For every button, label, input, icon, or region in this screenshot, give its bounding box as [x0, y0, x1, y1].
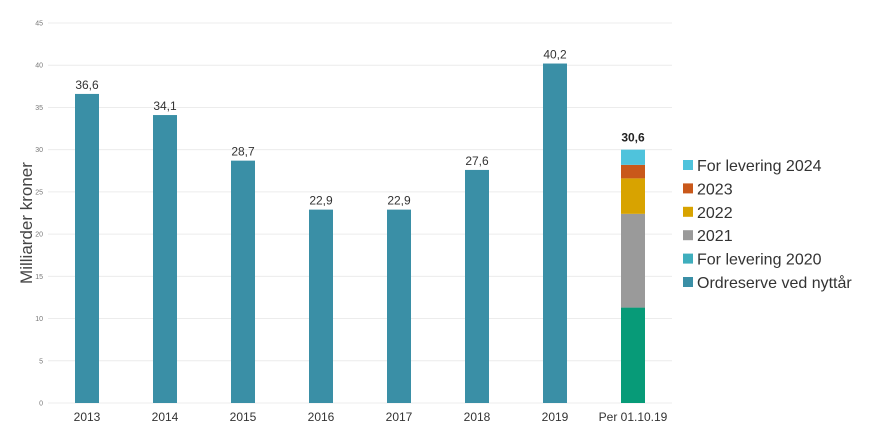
legend-item: Ordreserve ved nyttår [683, 274, 852, 292]
bar-2013 [75, 93, 99, 403]
data-labels: 36,6 34,1 28,7 22,9 22,9 27,6 40,2 30,6 [75, 48, 645, 208]
data-label: 36,6 [75, 78, 99, 92]
stack-segment-3 [621, 164, 645, 179]
legend-label: Ordreserve ved nyttår [697, 274, 852, 292]
grid [48, 22, 672, 404]
x-tick-label: 2016 [308, 410, 335, 424]
legend-item: For levering 2020 [683, 252, 822, 269]
x-tick-label: 2013 [74, 410, 101, 424]
legend-label: 2021 [697, 228, 733, 245]
x-tick-label: 2019 [542, 410, 569, 424]
x-axis-ticks: 2013 2014 2015 2016 2017 2018 2019 Per 01.10.19 [74, 410, 668, 424]
x-tick-label: Per 01.10.19 [599, 410, 668, 424]
y-tick-label: 20 [35, 232, 43, 239]
y-tick-label: 15 [35, 274, 43, 281]
x-tick-label: 2015 [230, 410, 257, 424]
bar-2016 [309, 209, 333, 403]
legend-item: 2023 [683, 181, 733, 198]
bar-2014 [153, 115, 177, 404]
data-label: 34,1 [153, 99, 177, 113]
y-tick-label: 25 [35, 189, 43, 196]
legend: For levering 2024 2023 2022 2021 For leverin… [683, 158, 852, 292]
data-label: 22,9 [309, 194, 333, 208]
legend-label: For levering 2020 [697, 252, 822, 269]
legend-item: 2021 [683, 228, 733, 245]
data-label: 27,6 [465, 154, 489, 168]
legend-swatch [683, 253, 693, 264]
stacked-total-label: 30,6 [621, 131, 645, 145]
y-tick-label: 35 [35, 105, 43, 112]
legend-label: 2022 [697, 205, 733, 222]
legend-label: 2023 [697, 181, 733, 198]
legend-item: 2022 [683, 205, 733, 222]
stack-segment-4 [621, 149, 645, 165]
y-tick-label: 30 [35, 147, 43, 154]
data-label: 28,7 [231, 145, 255, 159]
stack-segment-2 [621, 178, 645, 214]
legend-swatch [683, 183, 693, 194]
x-tick-label: 2017 [386, 410, 413, 424]
bar-2019 [543, 63, 567, 404]
legend-swatch [683, 230, 693, 241]
stack-segment-1 [621, 213, 645, 308]
legend-label: For levering 2024 [697, 158, 822, 175]
y-tick-label: 40 [35, 63, 43, 70]
stack-segment-0 [621, 307, 645, 403]
bar-2018 [465, 169, 489, 403]
bars [75, 63, 645, 404]
y-axis-title: Milliarder kroner [17, 162, 36, 284]
y-axis-ticks: 0 5 10 15 20 25 30 35 40 45 [35, 21, 43, 408]
x-tick-label: 2018 [464, 410, 491, 424]
bar-2015 [231, 160, 255, 403]
data-label: 40,2 [543, 48, 567, 62]
data-label: 22,9 [387, 194, 411, 208]
y-tick-label: 10 [35, 316, 43, 323]
legend-swatch [683, 206, 693, 217]
legend-item: For levering 2024 [683, 158, 822, 175]
legend-swatch [683, 160, 693, 170]
x-tick-label: 2014 [152, 410, 179, 424]
y-tick-label: 45 [35, 21, 43, 28]
bar-2017 [387, 209, 411, 403]
legend-swatch [683, 277, 693, 287]
y-tick-label: 5 [39, 358, 43, 365]
y-tick-label: 0 [39, 401, 43, 408]
